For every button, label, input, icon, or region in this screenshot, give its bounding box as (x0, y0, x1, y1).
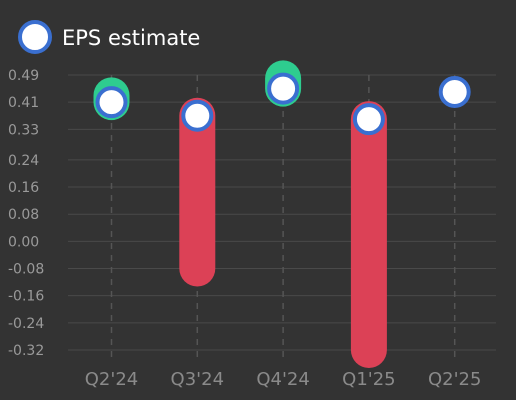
estimate-point (181, 99, 214, 132)
x-tick-label: Q2'25 (428, 369, 481, 390)
y-tick-label: 0.24 (8, 153, 39, 169)
y-tick-label: -0.24 (8, 316, 44, 332)
y-tick-label: 0.33 (8, 122, 39, 138)
y-tick-label: -0.32 (8, 343, 44, 359)
x-axis-ticks: Q2'24 Q3'24 Q4'24 Q1'25 Q2'25 (85, 369, 482, 390)
y-tick-label: 0.16 (8, 180, 39, 196)
x-tick-label: Q4'24 (256, 369, 309, 390)
x-tick-label: Q2'24 (85, 369, 138, 390)
y-tick-label: 0.08 (8, 207, 39, 223)
y-tick-label: -0.16 (8, 289, 44, 305)
y-tick-label: 0.41 (8, 95, 39, 111)
y-tick-label: 0.00 (8, 234, 39, 250)
estimate-point (352, 103, 385, 136)
estimate-point (438, 75, 471, 108)
y-axis-ticks: 0.49 0.41 0.33 0.24 0.16 0.08 0.00 -0.08 -0.16 -0… (8, 68, 44, 359)
actual-bar (350, 101, 387, 368)
x-tick-label: Q3'24 (171, 369, 224, 390)
x-tick-label: Q1'25 (342, 369, 395, 390)
category-guides (110, 75, 456, 362)
series-estimate (95, 72, 471, 136)
gridlines (68, 74, 496, 351)
estimate-point (95, 86, 128, 119)
legend-label: EPS estimate (62, 26, 200, 50)
legend-marker-icon (18, 20, 52, 54)
y-tick-label: 0.49 (8, 68, 39, 84)
legend[interactable]: EPS estimate (18, 20, 200, 54)
estimate-point (267, 72, 300, 105)
y-tick-label: -0.08 (8, 262, 44, 278)
actual-bar (179, 97, 216, 287)
